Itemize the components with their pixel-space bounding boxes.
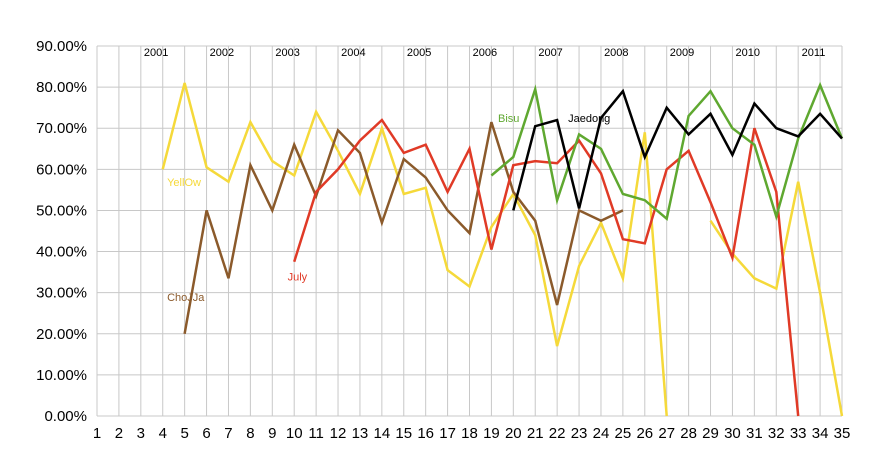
x-tick-label: 14 [374, 425, 391, 442]
x-tick-label: 25 [615, 425, 632, 442]
x-tick-label: 6 [202, 425, 210, 442]
x-tick-label: 28 [680, 425, 697, 442]
series-label-jaedong: Jaedong [568, 113, 610, 125]
x-tick-label: 18 [461, 425, 478, 442]
y-tick-label: 10.00% [36, 367, 87, 384]
series-label-yellow: YellOw [167, 177, 201, 189]
x-tick-label: 19 [483, 425, 500, 442]
x-tick-label: 29 [702, 425, 719, 442]
x-tick-label: 7 [224, 425, 232, 442]
y-tick-label: 70.00% [36, 120, 87, 137]
x-tick-label: 1 [93, 425, 101, 442]
x-tick-label: 10 [286, 425, 303, 442]
x-tick-label: 4 [159, 425, 167, 442]
x-axis-ticks: 1 2 3 4 5 6 7 8 9 10 11 12 13 14 15 16 17 18 19 20 21 22 23 24 2… [93, 425, 851, 442]
x-tick-label: 21 [527, 425, 544, 442]
series-line-yellow [161, 82, 668, 417]
series-line-chojja [183, 121, 624, 335]
x-tick-label: 20 [505, 425, 522, 442]
year-label: 2007 [538, 47, 562, 59]
year-label: 2001 [144, 47, 168, 59]
year-label: 2003 [275, 47, 299, 59]
year-label: 2002 [210, 47, 234, 59]
x-tick-label: 26 [636, 425, 653, 442]
year-labels: 2001 2002 2003 2004 2005 2006 2007 2008 2009 2010… [144, 47, 825, 59]
x-tick-label: 16 [417, 425, 434, 442]
x-tick-label: 27 [658, 425, 675, 442]
x-tick-label: 17 [439, 425, 456, 442]
series-label-bisu: Bisu [498, 113, 519, 125]
series-lines [161, 81, 844, 417]
series-label-chojja: ChoJJa [167, 292, 205, 304]
y-tick-label: 30.00% [36, 285, 87, 302]
y-tick-label: 0.00% [44, 408, 87, 425]
x-tick-label: 31 [746, 425, 763, 442]
year-label: 2006 [473, 47, 497, 59]
x-tick-label: 34 [812, 425, 829, 442]
y-tick-label: 60.00% [36, 161, 87, 178]
x-tick-label: 15 [395, 425, 412, 442]
x-tick-label: 24 [593, 425, 610, 442]
y-tick-label: 40.00% [36, 244, 87, 261]
x-tick-label: 30 [724, 425, 741, 442]
y-tick-label: 20.00% [36, 326, 87, 343]
x-tick-label: 8 [246, 425, 254, 442]
x-tick-label: 33 [790, 425, 807, 442]
series-line-jaedong [512, 88, 843, 211]
y-tick-label: 90.00% [36, 38, 87, 55]
x-tick-label: 22 [549, 425, 566, 442]
x-tick-label: 11 [308, 425, 324, 442]
year-label: 2011 [802, 47, 826, 59]
series-line-bisu [490, 81, 844, 222]
year-label: 2004 [341, 47, 365, 59]
year-label: 2008 [604, 47, 628, 59]
series-labels: YellOw ChoJJa July Bisu Jaedong [167, 113, 610, 304]
y-tick-label: 50.00% [36, 202, 87, 219]
x-tick-label: 13 [352, 425, 369, 442]
x-tick-label: 23 [571, 425, 588, 442]
x-tick-label: 3 [137, 425, 145, 442]
x-tick-label: 5 [180, 425, 188, 442]
year-label: 2009 [670, 47, 694, 59]
x-tick-label: 2 [115, 425, 123, 442]
x-tick-label: 12 [330, 425, 347, 442]
x-tick-label: 32 [768, 425, 785, 442]
year-label: 2010 [736, 47, 760, 59]
y-axis-ticks: 0.00% 10.00% 20.00% 30.00% 40.00% 50.00% 60.00… [36, 38, 87, 425]
y-tick-label: 80.00% [36, 79, 87, 96]
series-label-july: July [288, 271, 308, 283]
x-tick-label: 35 [834, 425, 851, 442]
year-label: 2005 [407, 47, 431, 59]
x-tick-label: 9 [268, 425, 276, 442]
chart-grid [96, 45, 843, 417]
series-line-july [293, 118, 800, 417]
